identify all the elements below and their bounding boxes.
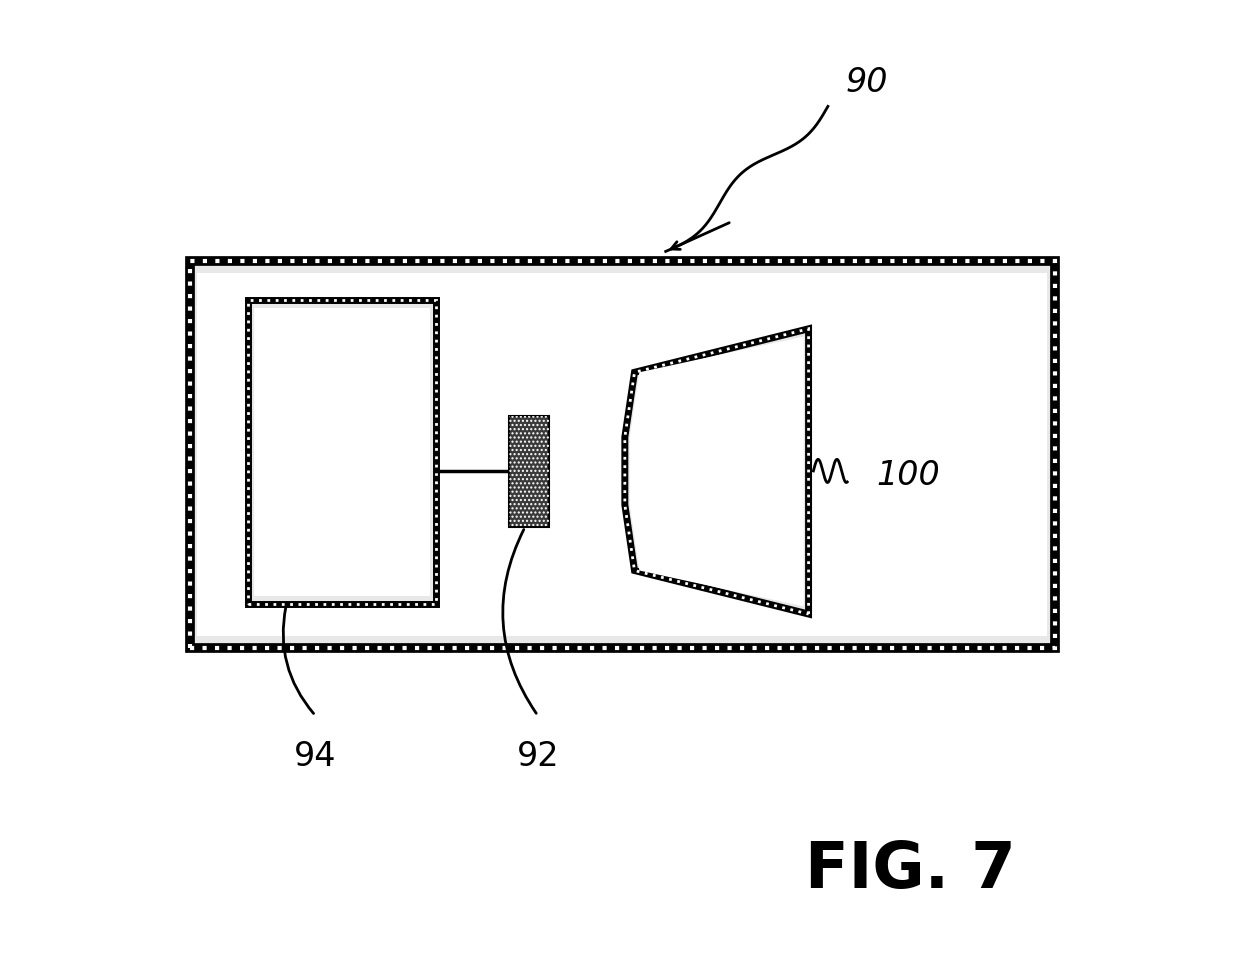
Text: 92: 92 [517,740,559,773]
Text: FIG. 7: FIG. 7 [805,839,1016,901]
Text: 100: 100 [877,459,940,492]
Bar [248,300,436,604]
FancyBboxPatch shape [190,261,1055,648]
Bar [253,308,430,596]
Bar [508,416,549,527]
Polygon shape [630,337,804,606]
Text: 90: 90 [846,66,888,99]
Text: 94: 94 [294,740,336,773]
Bar [190,261,1055,648]
Polygon shape [625,329,808,614]
Bar [248,300,436,604]
Bar [508,416,549,527]
FancyBboxPatch shape [197,273,1048,636]
